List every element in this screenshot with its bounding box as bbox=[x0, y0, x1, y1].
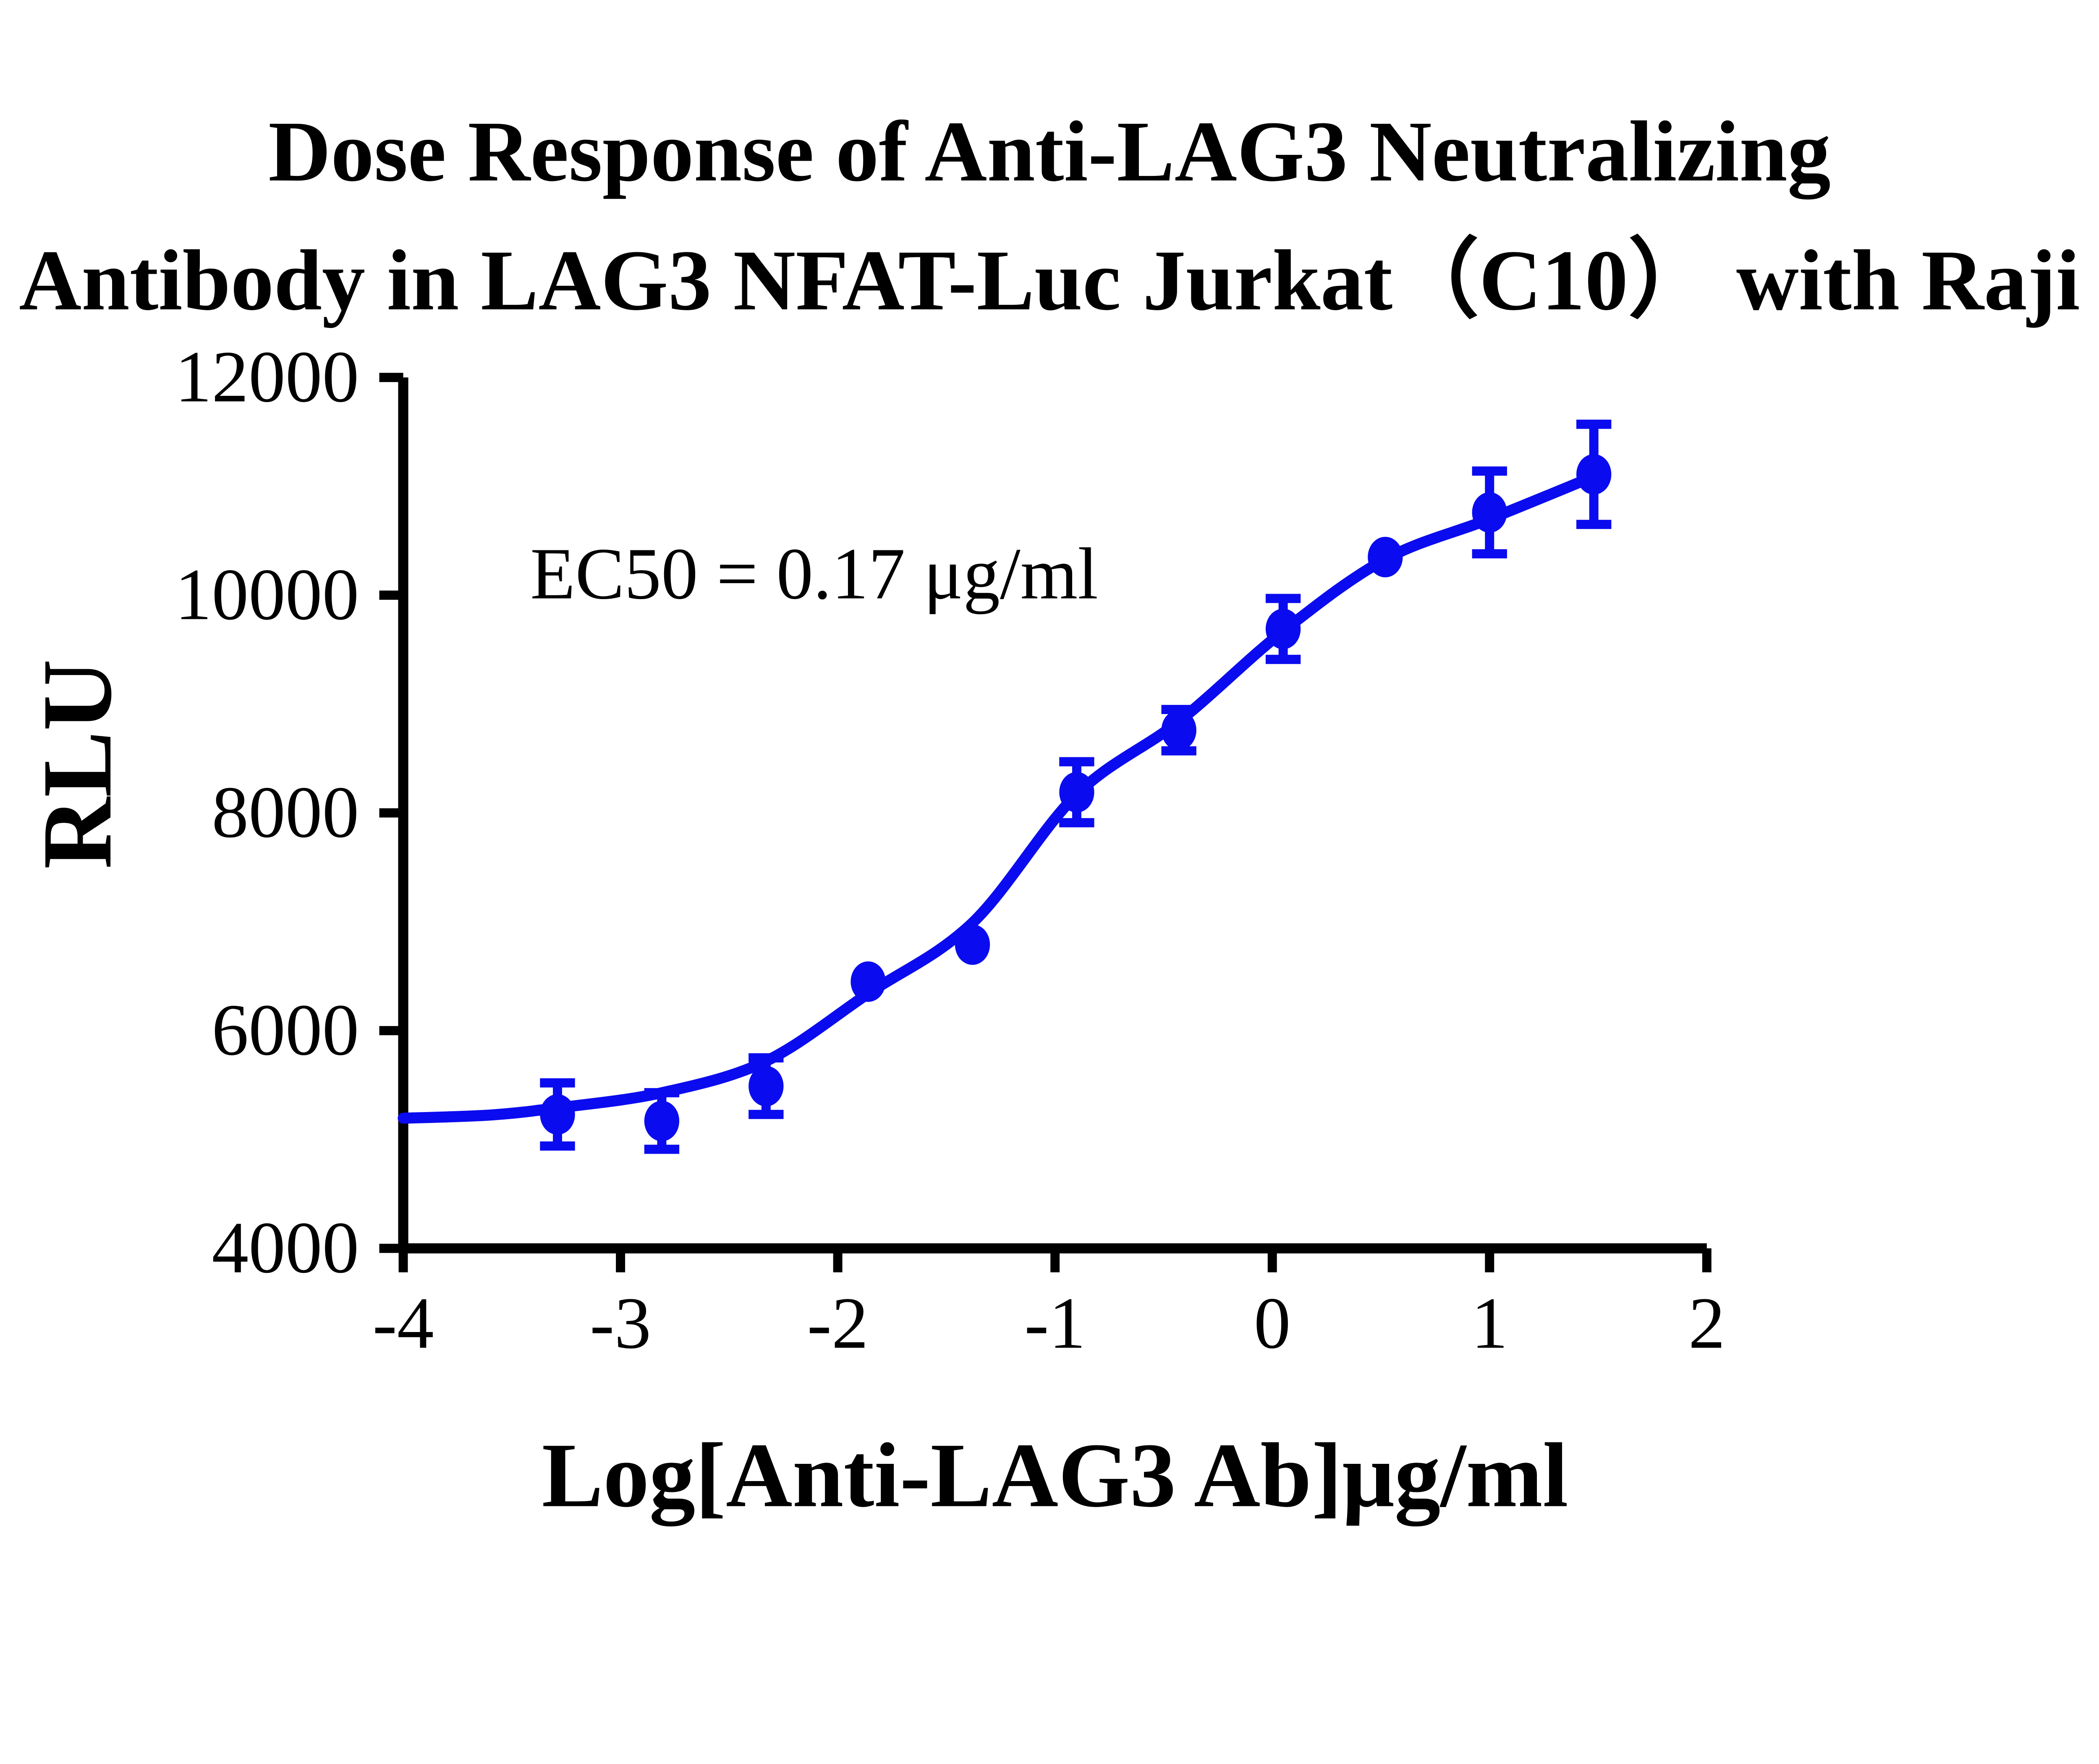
dose-response-figure: Dose Response of Anti-LAG3 Neutralizing … bbox=[19, 103, 2080, 1526]
x-tick-label: -1 bbox=[1024, 1282, 1086, 1364]
data-point-marker bbox=[540, 1094, 575, 1135]
y-tick-label: 6000 bbox=[212, 989, 359, 1070]
data-point-marker bbox=[644, 1101, 680, 1141]
y-tick-label: 12000 bbox=[175, 336, 359, 417]
x-tick-label: 1 bbox=[1471, 1282, 1508, 1364]
y-tick-label: 4000 bbox=[212, 1207, 359, 1288]
data-point-marker bbox=[1576, 454, 1612, 495]
data-point-marker bbox=[1161, 710, 1196, 751]
y-tick-label: 8000 bbox=[212, 771, 359, 853]
y-axis-label: RLU bbox=[22, 659, 132, 869]
y-tick-label: 10000 bbox=[175, 554, 359, 635]
axis-ticks bbox=[379, 373, 1712, 1272]
data-point-marker bbox=[749, 1066, 784, 1107]
axis-tick-labels: -4 -3 -2 -1 0 1 2 4000 6000 8000 10000 12000 bbox=[175, 336, 1725, 1364]
x-tick-label: -2 bbox=[807, 1282, 869, 1364]
data-point-marker bbox=[1265, 608, 1301, 649]
x-tick-label: 2 bbox=[1688, 1282, 1725, 1364]
x-tick-label: 0 bbox=[1254, 1282, 1291, 1364]
data-point-marker bbox=[1368, 537, 1403, 578]
chart-title-line2: Antibody in LAG3 NFAT-Luc Jurkat（C10） wi… bbox=[19, 232, 2080, 328]
chart-title-line1: Dose Response of Anti-LAG3 Neutralizing bbox=[268, 103, 1831, 199]
dose-response-chart: Dose Response of Anti-LAG3 Neutralizing … bbox=[19, 103, 2080, 1526]
ec50-annotation: EC50 = 0.17 μg/ml bbox=[530, 533, 1098, 614]
data-series bbox=[398, 419, 1612, 1154]
data-point-marker bbox=[1472, 492, 1507, 533]
data-point-marker bbox=[1059, 772, 1094, 813]
data-point-marker bbox=[851, 961, 886, 1002]
data-point-marker bbox=[955, 924, 990, 965]
x-tick-label: -4 bbox=[372, 1282, 434, 1364]
x-tick-label: -3 bbox=[590, 1282, 651, 1364]
x-axis-label: Log[Anti-LAG3 Ab]μg/ml bbox=[542, 1425, 1568, 1526]
